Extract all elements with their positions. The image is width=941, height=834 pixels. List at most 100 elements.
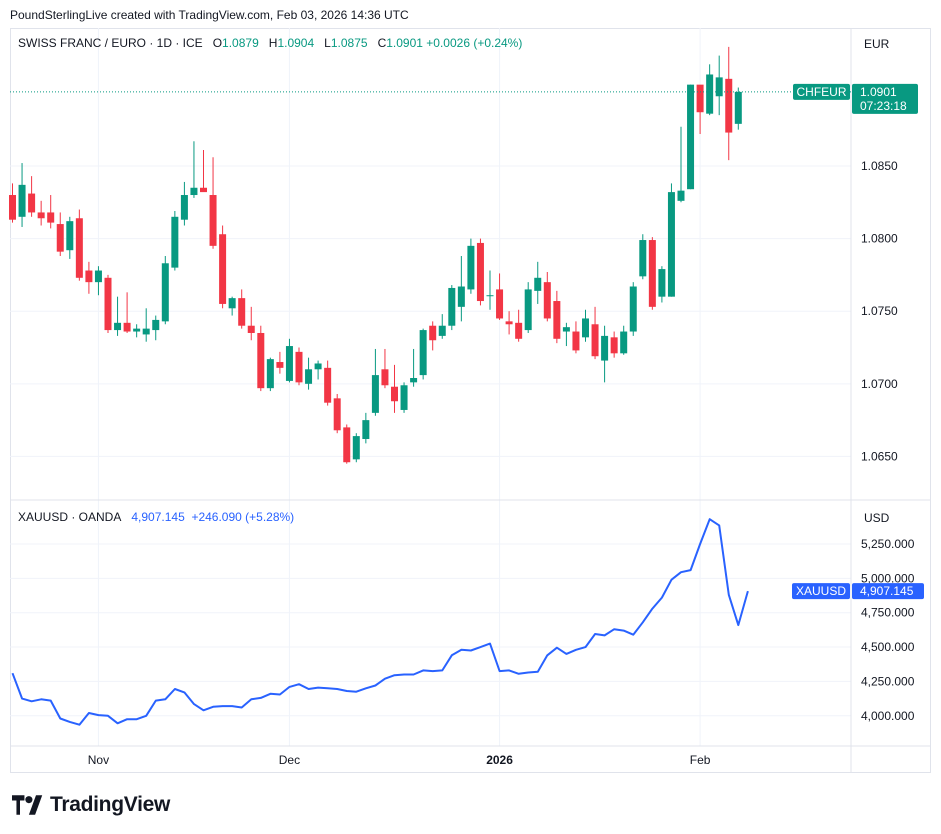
candle[interactable] bbox=[429, 321, 437, 351]
candle[interactable] bbox=[620, 325, 628, 355]
candle[interactable] bbox=[734, 87, 742, 130]
candle[interactable] bbox=[696, 84, 704, 135]
candle-body bbox=[333, 398, 341, 431]
bottom-value: 4,907.145 bbox=[131, 510, 185, 524]
candle-body bbox=[285, 346, 293, 381]
candle[interactable] bbox=[582, 309, 589, 342]
candle[interactable] bbox=[725, 46, 733, 161]
candle[interactable] bbox=[562, 322, 570, 347]
candle[interactable] bbox=[467, 238, 475, 294]
candle[interactable] bbox=[238, 289, 246, 329]
candle[interactable] bbox=[56, 212, 64, 257]
candle[interactable] bbox=[476, 238, 484, 306]
candle[interactable] bbox=[66, 216, 74, 259]
candle[interactable] bbox=[400, 382, 408, 413]
candle-body bbox=[438, 325, 446, 336]
bottom-currency[interactable]: USD bbox=[864, 511, 890, 525]
candle[interactable] bbox=[457, 256, 465, 322]
candle-body bbox=[381, 369, 389, 386]
candle[interactable] bbox=[438, 314, 446, 339]
candle-body bbox=[505, 321, 513, 325]
candle[interactable] bbox=[171, 210, 179, 271]
candle[interactable] bbox=[18, 163, 26, 227]
candle[interactable] bbox=[104, 274, 112, 333]
brand[interactable]: TradingView bbox=[12, 793, 170, 817]
candle[interactable] bbox=[276, 351, 284, 374]
candle[interactable] bbox=[142, 308, 150, 342]
candle[interactable] bbox=[180, 181, 188, 226]
candle[interactable] bbox=[677, 126, 685, 203]
candle-body bbox=[591, 324, 599, 357]
candle[interactable] bbox=[94, 266, 102, 296]
candle[interactable] bbox=[257, 325, 265, 392]
candle[interactable] bbox=[285, 338, 293, 383]
close-value: 1.0901 bbox=[386, 36, 423, 50]
candle[interactable] bbox=[572, 321, 580, 354]
candle[interactable] bbox=[381, 348, 389, 389]
candle[interactable] bbox=[524, 282, 532, 333]
candle[interactable] bbox=[123, 292, 131, 333]
candle[interactable] bbox=[448, 285, 456, 331]
candle[interactable] bbox=[658, 266, 666, 303]
candle[interactable] bbox=[391, 364, 398, 413]
candle[interactable] bbox=[9, 183, 16, 223]
top-currency[interactable]: EUR bbox=[864, 37, 890, 51]
candle[interactable] bbox=[486, 270, 494, 310]
candle[interactable] bbox=[133, 324, 141, 338]
candle[interactable] bbox=[610, 331, 618, 358]
xauusd-line[interactable] bbox=[11, 518, 749, 726]
candle[interactable] bbox=[534, 261, 542, 304]
candle[interactable] bbox=[667, 183, 675, 297]
candle[interactable] bbox=[190, 141, 198, 198]
candle[interactable] bbox=[505, 311, 513, 335]
candle[interactable] bbox=[410, 348, 418, 387]
candle[interactable] bbox=[161, 256, 169, 325]
candle[interactable] bbox=[209, 157, 217, 249]
candle[interactable] bbox=[706, 64, 714, 116]
candle[interactable] bbox=[114, 296, 122, 336]
candle[interactable] bbox=[629, 282, 637, 336]
candle[interactable] bbox=[247, 306, 255, 341]
candle[interactable] bbox=[228, 296, 236, 316]
candle[interactable] bbox=[553, 290, 561, 344]
candle-body bbox=[715, 77, 723, 97]
candle[interactable] bbox=[496, 273, 504, 320]
candle[interactable] bbox=[515, 309, 523, 342]
candle[interactable] bbox=[314, 360, 322, 380]
candle-body bbox=[324, 367, 332, 403]
candle[interactable] bbox=[591, 306, 599, 360]
svg-text:CHFEUR: CHFEUR bbox=[797, 85, 847, 99]
candle[interactable] bbox=[343, 424, 351, 464]
candle[interactable] bbox=[371, 348, 379, 416]
candle[interactable] bbox=[324, 360, 332, 406]
candle[interactable] bbox=[648, 237, 656, 310]
candle[interactable] bbox=[200, 149, 207, 193]
candle[interactable] bbox=[85, 261, 93, 294]
candle[interactable] bbox=[219, 225, 227, 309]
candle[interactable] bbox=[687, 84, 695, 190]
candle-body bbox=[457, 286, 465, 307]
candle-body bbox=[28, 193, 36, 213]
candle-body bbox=[314, 363, 322, 370]
candle[interactable] bbox=[333, 393, 341, 434]
candle[interactable] bbox=[419, 328, 427, 380]
candle[interactable] bbox=[37, 200, 45, 226]
candle[interactable] bbox=[295, 347, 303, 386]
candle-body bbox=[9, 195, 16, 220]
candle[interactable] bbox=[47, 195, 55, 229]
candle[interactable] bbox=[75, 209, 83, 281]
candle[interactable] bbox=[152, 315, 160, 341]
candle[interactable] bbox=[28, 176, 36, 217]
candle[interactable] bbox=[543, 271, 551, 322]
candle-body bbox=[66, 221, 74, 251]
candle[interactable] bbox=[352, 433, 360, 463]
candle[interactable] bbox=[305, 357, 313, 390]
candle[interactable] bbox=[639, 234, 647, 280]
candle[interactable] bbox=[715, 55, 723, 116]
candle[interactable] bbox=[601, 325, 609, 383]
xauusd-name-tag: XAUUSD bbox=[792, 583, 850, 600]
bottom-change: +246.090 (+5.28%) bbox=[191, 510, 295, 524]
candle[interactable] bbox=[362, 412, 370, 444]
candle[interactable] bbox=[266, 357, 274, 392]
